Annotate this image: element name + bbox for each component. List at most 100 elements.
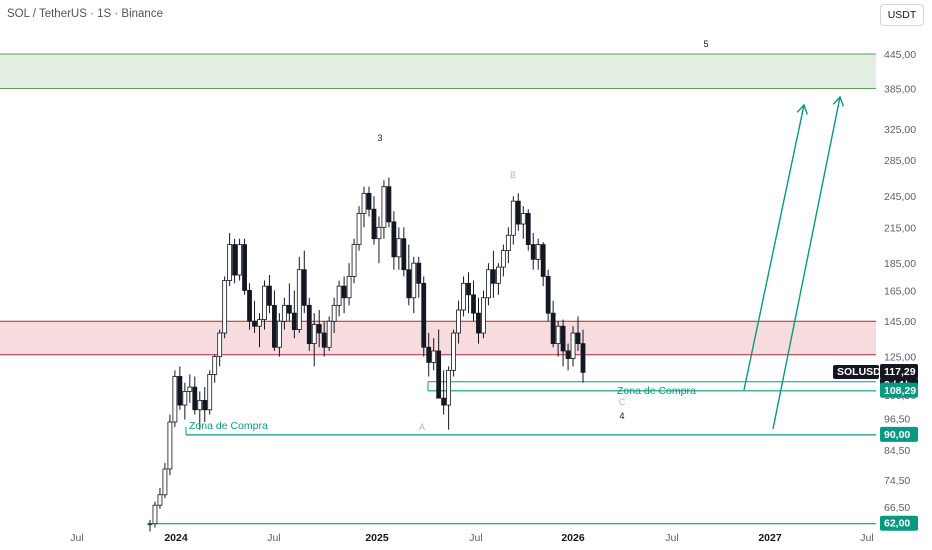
candle-body xyxy=(217,332,223,357)
candle-body xyxy=(401,238,407,271)
y-tick-label: 84,50 xyxy=(884,445,910,457)
candle-body xyxy=(192,386,198,411)
candle-body xyxy=(555,325,561,345)
candle-body xyxy=(575,332,581,345)
candle-body xyxy=(162,468,168,496)
candle-body xyxy=(570,332,576,359)
price-badge-bg xyxy=(880,364,918,379)
candle-body xyxy=(356,212,362,245)
candle-body xyxy=(331,304,337,322)
candle-body xyxy=(152,504,158,525)
candle-body xyxy=(346,276,352,299)
wave-label-4: 4 xyxy=(619,411,624,421)
y-tick-label: 385,00 xyxy=(884,84,916,96)
candle-body xyxy=(510,200,516,236)
candle-body xyxy=(486,269,491,299)
candle-body xyxy=(416,262,422,284)
candle-body xyxy=(530,244,536,260)
candle-body xyxy=(520,212,526,225)
candle-body xyxy=(491,269,496,284)
wave-label-5: 5 xyxy=(703,39,708,49)
candle-body xyxy=(341,285,347,299)
y-tick-label: 325,00 xyxy=(884,124,916,136)
wave-label-C: C xyxy=(619,397,626,407)
candle-body xyxy=(540,244,546,277)
annotations: 3 B 5 A C 4 Zona de Compra Zona de Compra xyxy=(189,39,709,432)
candle-body xyxy=(495,266,501,284)
candle-body xyxy=(476,312,481,334)
candle-body xyxy=(212,356,218,375)
arrow-2-head xyxy=(832,95,845,107)
x-tick-label: 2026 xyxy=(561,532,585,544)
level-badge-2-bg xyxy=(880,515,918,531)
y-tick-label: 185,00 xyxy=(884,258,916,270)
candle-body xyxy=(207,374,213,411)
candle-body xyxy=(545,276,551,314)
candle-body xyxy=(167,421,173,470)
candle-body xyxy=(481,297,486,334)
candle-body xyxy=(366,192,372,210)
candle-body xyxy=(147,523,153,526)
candle-body xyxy=(471,294,476,314)
candle-body xyxy=(351,244,357,277)
candle-body xyxy=(222,280,228,334)
candle-body xyxy=(446,369,452,406)
symbol-badge: SOLUSDT xyxy=(833,365,888,379)
candle-body xyxy=(421,282,427,348)
x-tick-label: 2024 xyxy=(164,532,188,544)
candle-body xyxy=(411,262,417,299)
candle-body xyxy=(286,304,292,314)
candle-body xyxy=(461,282,466,311)
candle-body xyxy=(386,186,392,223)
candle-body xyxy=(262,285,267,320)
candle-body xyxy=(281,304,287,322)
y-tick-label: 96,50 xyxy=(884,413,910,425)
candle-body xyxy=(456,309,461,334)
wave-label-B: B xyxy=(510,170,516,180)
candle-body xyxy=(187,386,193,392)
y-tick-label: 165,00 xyxy=(884,285,916,297)
symbol-badge-text: SOLUSDT xyxy=(837,366,888,378)
arrow-2 xyxy=(772,95,845,430)
level-badge-0: 108,29 xyxy=(880,382,918,398)
y-tick-label: 74,50 xyxy=(884,475,910,487)
wave-label-A: A xyxy=(419,422,425,432)
target-zone xyxy=(0,54,876,89)
candle-body xyxy=(451,332,456,371)
y-tick-label: 145,00 xyxy=(884,316,916,328)
x-axis: Jul 2024 Jul 2025 Jul 2026 Jul 2027 Jul xyxy=(70,532,873,544)
candle-body xyxy=(361,192,367,214)
candle-body xyxy=(396,238,402,258)
candle-body xyxy=(436,350,442,399)
y-tick-label: 66,50 xyxy=(884,502,910,514)
candle-body xyxy=(177,376,183,406)
candle-body xyxy=(431,350,437,363)
level-badge-1: 90,00 xyxy=(880,426,918,442)
candle-body xyxy=(267,285,272,306)
wave-label-3: 3 xyxy=(377,133,382,143)
candle-body xyxy=(391,221,397,258)
price-badge-text: 117,29 xyxy=(884,366,916,378)
level-badge-1-text: 90,00 xyxy=(884,429,910,441)
y-tick-label: 445,00 xyxy=(884,49,916,61)
resistance-zone xyxy=(0,321,876,355)
candle-body xyxy=(172,376,178,423)
currency-button[interactable]: USDT xyxy=(880,4,924,26)
candle-body xyxy=(237,244,242,276)
x-tick-label: Jul xyxy=(267,532,280,544)
candle-body xyxy=(227,244,233,281)
y-tick-label: 285,00 xyxy=(884,155,916,167)
candle-body xyxy=(560,325,566,352)
chart-title: SOL / TetherUS · 1S · Binance xyxy=(7,8,163,20)
candle-body xyxy=(252,320,257,327)
y-axis: 445,00 385,00 325,00 285,00 245,00 215,00 185,… xyxy=(884,49,916,514)
candle-body xyxy=(381,186,387,228)
level-badge-2-text: 62,00 xyxy=(884,518,910,530)
x-tick-label: Jul xyxy=(70,532,83,544)
candle-body xyxy=(505,234,511,252)
x-tick-label: 2025 xyxy=(365,532,389,544)
candle-body xyxy=(466,282,471,296)
candle-body xyxy=(565,350,571,359)
